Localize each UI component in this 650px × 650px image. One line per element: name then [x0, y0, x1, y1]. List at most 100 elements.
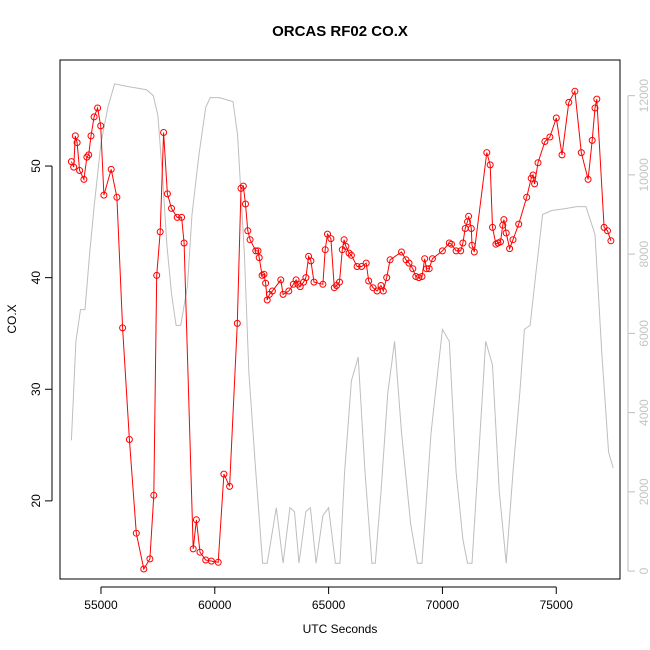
- co-point: [239, 182, 247, 190]
- y-tick-label: 40: [29, 271, 43, 285]
- co-point: [324, 230, 331, 238]
- x-tick-label: 55000: [84, 598, 118, 612]
- co-point: [423, 265, 430, 273]
- y-tick-label: 20: [29, 494, 43, 508]
- co-point: [546, 133, 554, 141]
- co-point: [468, 241, 476, 249]
- co-point: [73, 139, 81, 147]
- co-point: [345, 249, 353, 257]
- co-point: [379, 287, 387, 295]
- co-point: [76, 167, 84, 174]
- y-axis-label: CO.X: [5, 304, 19, 333]
- co-point: [470, 248, 478, 256]
- co-point: [125, 436, 133, 443]
- co-point: [577, 149, 585, 157]
- co-point: [242, 200, 249, 208]
- co-point: [214, 558, 222, 566]
- co-point: [531, 180, 539, 188]
- y2-tick-label: 0: [637, 567, 650, 574]
- co-point: [285, 287, 293, 295]
- co-point: [534, 159, 542, 167]
- co-point: [483, 149, 491, 157]
- co-point: [398, 248, 405, 256]
- co-point: [509, 236, 517, 244]
- co-point: [113, 193, 121, 201]
- co-point: [192, 516, 200, 524]
- co-point: [515, 220, 523, 228]
- co-point: [405, 259, 413, 267]
- chart-title: ORCAS RF02 CO.X: [272, 23, 408, 40]
- co-point: [207, 557, 215, 565]
- co-point: [486, 161, 494, 169]
- co-point: [386, 256, 394, 264]
- co-point: [383, 274, 391, 282]
- co-point: [319, 280, 327, 288]
- co-point: [153, 271, 161, 279]
- co-point: [237, 184, 245, 192]
- co-point: [146, 555, 154, 563]
- co-point: [196, 548, 204, 556]
- co-point: [107, 165, 115, 173]
- co-point: [497, 238, 504, 246]
- x-tick-label: 65000: [312, 598, 346, 612]
- co-point: [330, 284, 338, 292]
- co-point: [83, 153, 91, 161]
- co-point: [465, 212, 473, 220]
- co-point: [584, 175, 592, 183]
- co-point: [163, 190, 171, 198]
- co-point: [607, 237, 615, 245]
- co-point: [506, 245, 514, 253]
- co-point: [604, 227, 611, 235]
- x-tick-label: 70000: [426, 598, 460, 612]
- x-tick-label: 75000: [540, 598, 574, 612]
- co-point: [365, 277, 373, 285]
- co-point: [457, 247, 465, 255]
- co-point: [94, 104, 102, 112]
- co-point: [262, 279, 270, 287]
- co-point: [459, 239, 467, 247]
- co-point: [302, 274, 310, 282]
- co-point: [340, 236, 348, 244]
- co-point: [362, 259, 370, 267]
- co-point: [85, 151, 93, 159]
- co-point: [252, 247, 260, 255]
- co-point: [87, 132, 95, 140]
- y2-tick-label: 4000: [637, 399, 650, 426]
- x-tick-label: 60000: [198, 598, 232, 612]
- y-tick-label: 50: [29, 159, 43, 173]
- plot-frame: [59, 59, 621, 580]
- co-point: [571, 87, 579, 95]
- co-point: [421, 255, 429, 263]
- co-point: [347, 251, 355, 259]
- co-point: [268, 287, 276, 295]
- co-line: [70, 89, 612, 571]
- co-point: [226, 482, 234, 490]
- co-point: [591, 104, 599, 112]
- co-point: [415, 274, 423, 282]
- co-point: [409, 265, 417, 273]
- x-axis-label: UTC Seconds: [303, 622, 378, 636]
- co-point: [150, 491, 158, 499]
- axes: 55000 60000 65000 70000 75000 20 30 40 50 0 2000 40…: [29, 79, 650, 612]
- co-point: [156, 228, 164, 236]
- co-point: [90, 113, 98, 121]
- co-point: [100, 191, 108, 199]
- co-point: [502, 229, 510, 237]
- co-point: [541, 138, 549, 145]
- altitude-line: [70, 83, 614, 564]
- co-point: [342, 242, 350, 250]
- co-point: [173, 213, 181, 221]
- y2-tick-label: 2000: [637, 478, 650, 505]
- co-point: [254, 247, 262, 255]
- co-point: [296, 283, 304, 291]
- co-point: [588, 136, 596, 144]
- co-point: [321, 246, 329, 254]
- co-point: [255, 254, 263, 262]
- co-point: [189, 545, 197, 553]
- co-point: [527, 174, 535, 182]
- co-point: [500, 216, 508, 224]
- co-point: [80, 175, 88, 183]
- co-point: [292, 276, 300, 284]
- co-point: [246, 236, 254, 244]
